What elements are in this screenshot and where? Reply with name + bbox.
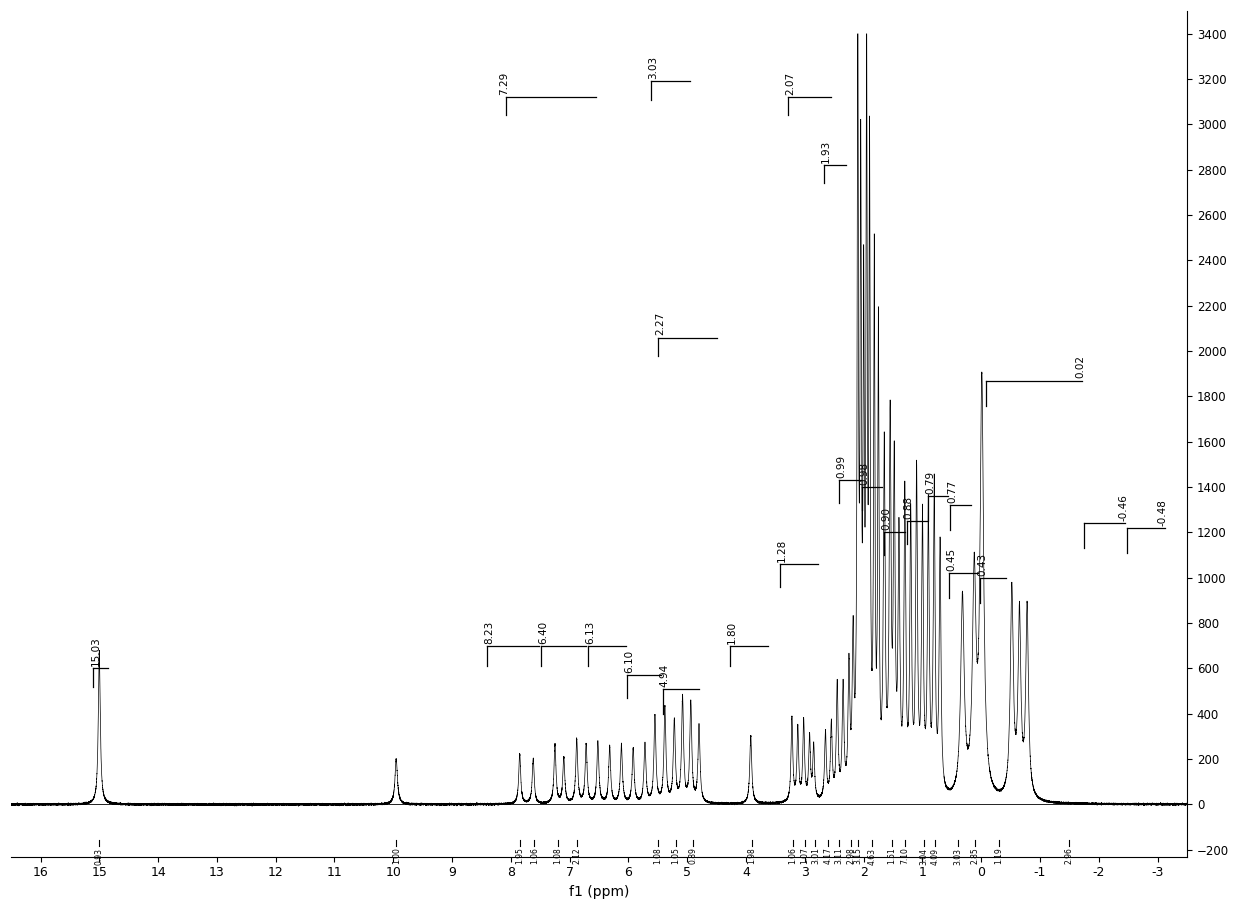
Text: 8.23: 8.23 [485, 621, 495, 643]
Text: 2.96: 2.96 [1065, 847, 1074, 864]
Text: 0.93: 0.93 [94, 847, 104, 864]
Text: 6.10: 6.10 [625, 650, 635, 673]
Text: 7.10: 7.10 [900, 847, 909, 864]
Text: 0.45: 0.45 [946, 548, 956, 571]
Text: 0.99: 0.99 [836, 455, 846, 478]
Text: 0.43: 0.43 [977, 552, 987, 575]
Text: 3.03: 3.03 [954, 847, 962, 864]
Text: 2.27: 2.27 [655, 312, 665, 335]
Text: 1.51: 1.51 [888, 847, 897, 864]
Text: 1.07: 1.07 [800, 847, 810, 864]
Text: 3.03: 3.03 [647, 56, 658, 79]
Text: 4.63: 4.63 [868, 847, 877, 864]
Text: 2.85: 2.85 [971, 847, 980, 864]
Text: 1.06: 1.06 [789, 847, 797, 864]
Text: 1.95: 1.95 [515, 847, 525, 864]
Text: 4.17: 4.17 [823, 847, 833, 864]
Text: 1.00: 1.00 [392, 847, 401, 864]
Text: 0.89: 0.89 [688, 847, 698, 864]
Text: 3.15: 3.15 [853, 847, 862, 864]
Text: 1.28: 1.28 [777, 539, 787, 562]
Text: 1.98: 1.98 [748, 847, 756, 864]
Text: 1.93: 1.93 [821, 140, 831, 163]
Text: 7.29: 7.29 [500, 72, 510, 95]
Text: 2.98: 2.98 [846, 847, 856, 864]
Text: 1.08: 1.08 [653, 847, 662, 864]
Text: 4.94: 4.94 [660, 663, 670, 687]
Text: 15.03: 15.03 [91, 636, 100, 666]
X-axis label: f1 (ppm): f1 (ppm) [569, 885, 629, 899]
Text: 3.11: 3.11 [835, 847, 843, 864]
Text: 1.80: 1.80 [727, 621, 737, 643]
Text: 2.12: 2.12 [572, 847, 582, 864]
Text: 1.08: 1.08 [553, 847, 563, 864]
Text: 0.88: 0.88 [904, 496, 914, 519]
Text: 3.01: 3.01 [811, 847, 820, 864]
Text: -0.46: -0.46 [1118, 494, 1128, 521]
Text: 4.09: 4.09 [931, 847, 940, 864]
Text: -0.48: -0.48 [1158, 499, 1168, 526]
Text: 0.79: 0.79 [925, 470, 935, 494]
Text: 1.05: 1.05 [671, 847, 680, 864]
Text: 0.98: 0.98 [859, 461, 869, 485]
Text: 0.02: 0.02 [1075, 355, 1085, 379]
Text: 6.40: 6.40 [538, 621, 548, 643]
Text: 3.04: 3.04 [919, 847, 928, 864]
Text: 1.19: 1.19 [994, 847, 1003, 864]
Text: 0.77: 0.77 [947, 480, 957, 503]
Text: 6.13: 6.13 [585, 621, 595, 643]
Text: 0.90: 0.90 [882, 507, 892, 531]
Text: 1.06: 1.06 [529, 847, 539, 864]
Text: 2.07: 2.07 [785, 72, 796, 95]
